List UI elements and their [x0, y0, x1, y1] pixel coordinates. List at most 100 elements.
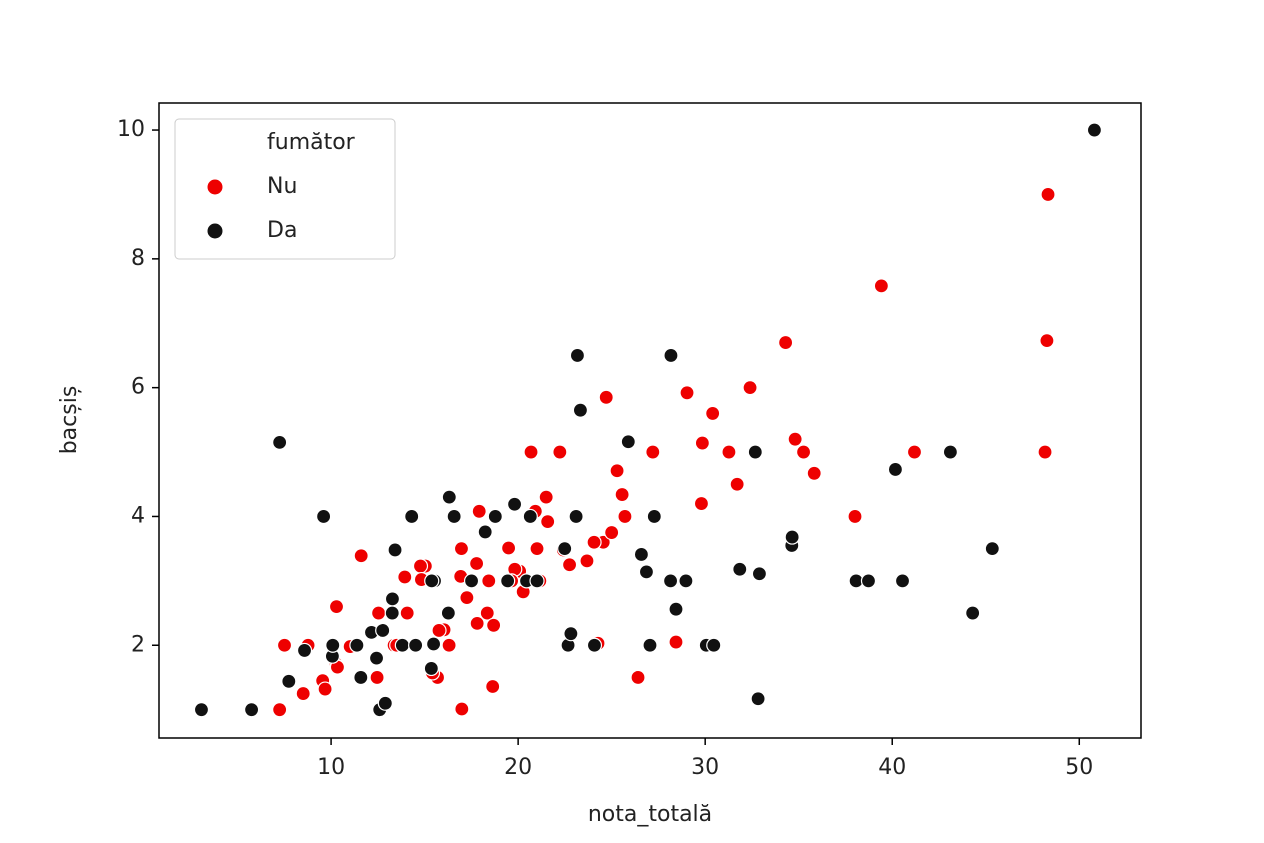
point — [193, 702, 210, 718]
point — [353, 669, 369, 686]
y-tick-label: 4 — [131, 503, 145, 528]
point — [522, 508, 538, 525]
point — [479, 605, 495, 621]
x-tick-label: 20 — [504, 755, 532, 780]
point — [408, 637, 424, 653]
point — [404, 508, 420, 525]
point — [397, 569, 413, 585]
point — [604, 524, 620, 541]
point — [984, 541, 1000, 557]
point — [369, 669, 385, 686]
point — [732, 561, 748, 577]
point — [469, 555, 485, 572]
point — [678, 573, 694, 589]
point — [487, 508, 503, 525]
point — [906, 444, 923, 460]
legend-label: Nu — [267, 174, 297, 199]
point — [477, 524, 493, 540]
point — [431, 622, 447, 639]
point — [281, 673, 297, 689]
y-axis-label: bacșiș — [57, 386, 82, 455]
point — [747, 444, 763, 460]
point — [586, 637, 603, 653]
point — [296, 642, 313, 659]
point — [642, 637, 658, 653]
x-tick-label: 10 — [317, 755, 345, 780]
point — [778, 334, 794, 351]
point — [663, 347, 679, 364]
point — [328, 599, 345, 615]
point — [873, 278, 889, 294]
point — [784, 529, 800, 545]
point — [399, 605, 415, 621]
point — [706, 637, 722, 653]
legend-label: Da — [267, 218, 297, 243]
point — [965, 605, 981, 621]
point — [563, 626, 579, 642]
y-tick-label: 2 — [131, 632, 145, 657]
point — [425, 636, 442, 652]
point — [500, 573, 516, 589]
point — [894, 573, 911, 589]
legend-box — [174, 118, 396, 260]
point — [750, 691, 766, 707]
point — [729, 476, 745, 492]
point — [617, 508, 633, 525]
point — [453, 541, 470, 557]
point — [1039, 333, 1055, 349]
point — [370, 605, 387, 621]
point — [1037, 444, 1053, 460]
legend-title: fumător — [267, 130, 356, 155]
point — [662, 573, 679, 589]
point — [454, 701, 470, 717]
point — [529, 541, 545, 557]
point — [387, 542, 403, 558]
legend-marker — [206, 178, 224, 196]
point — [440, 605, 456, 621]
point — [325, 637, 341, 653]
point — [394, 637, 410, 653]
legend-marker — [206, 222, 224, 240]
point — [693, 495, 710, 512]
y-tick-label: 8 — [131, 246, 145, 271]
point — [481, 573, 497, 589]
point — [598, 389, 614, 405]
point — [633, 546, 649, 563]
point — [579, 553, 595, 569]
point — [243, 702, 260, 718]
point — [485, 678, 501, 695]
x-tick-label: 50 — [1065, 755, 1093, 780]
point — [529, 573, 545, 589]
point — [384, 605, 400, 621]
point — [463, 573, 480, 589]
point — [705, 405, 721, 422]
point — [441, 637, 457, 653]
point — [787, 431, 803, 447]
point — [742, 380, 758, 396]
x-tick-label: 30 — [691, 755, 719, 780]
point — [316, 508, 332, 525]
point — [272, 702, 288, 718]
point — [471, 503, 487, 519]
point — [295, 685, 311, 702]
y-tick-label: 6 — [131, 375, 145, 400]
point — [523, 444, 539, 460]
point — [486, 617, 502, 633]
point — [469, 615, 485, 631]
point — [377, 695, 393, 711]
point — [368, 650, 385, 666]
point — [751, 566, 768, 582]
point — [568, 508, 584, 525]
point — [646, 508, 662, 525]
point — [569, 347, 586, 364]
point — [668, 634, 684, 650]
point — [506, 496, 523, 512]
point — [1086, 122, 1103, 138]
point — [668, 601, 684, 617]
point — [645, 444, 661, 460]
point — [860, 573, 877, 589]
point — [721, 444, 737, 460]
point — [349, 637, 365, 653]
point — [375, 622, 391, 639]
